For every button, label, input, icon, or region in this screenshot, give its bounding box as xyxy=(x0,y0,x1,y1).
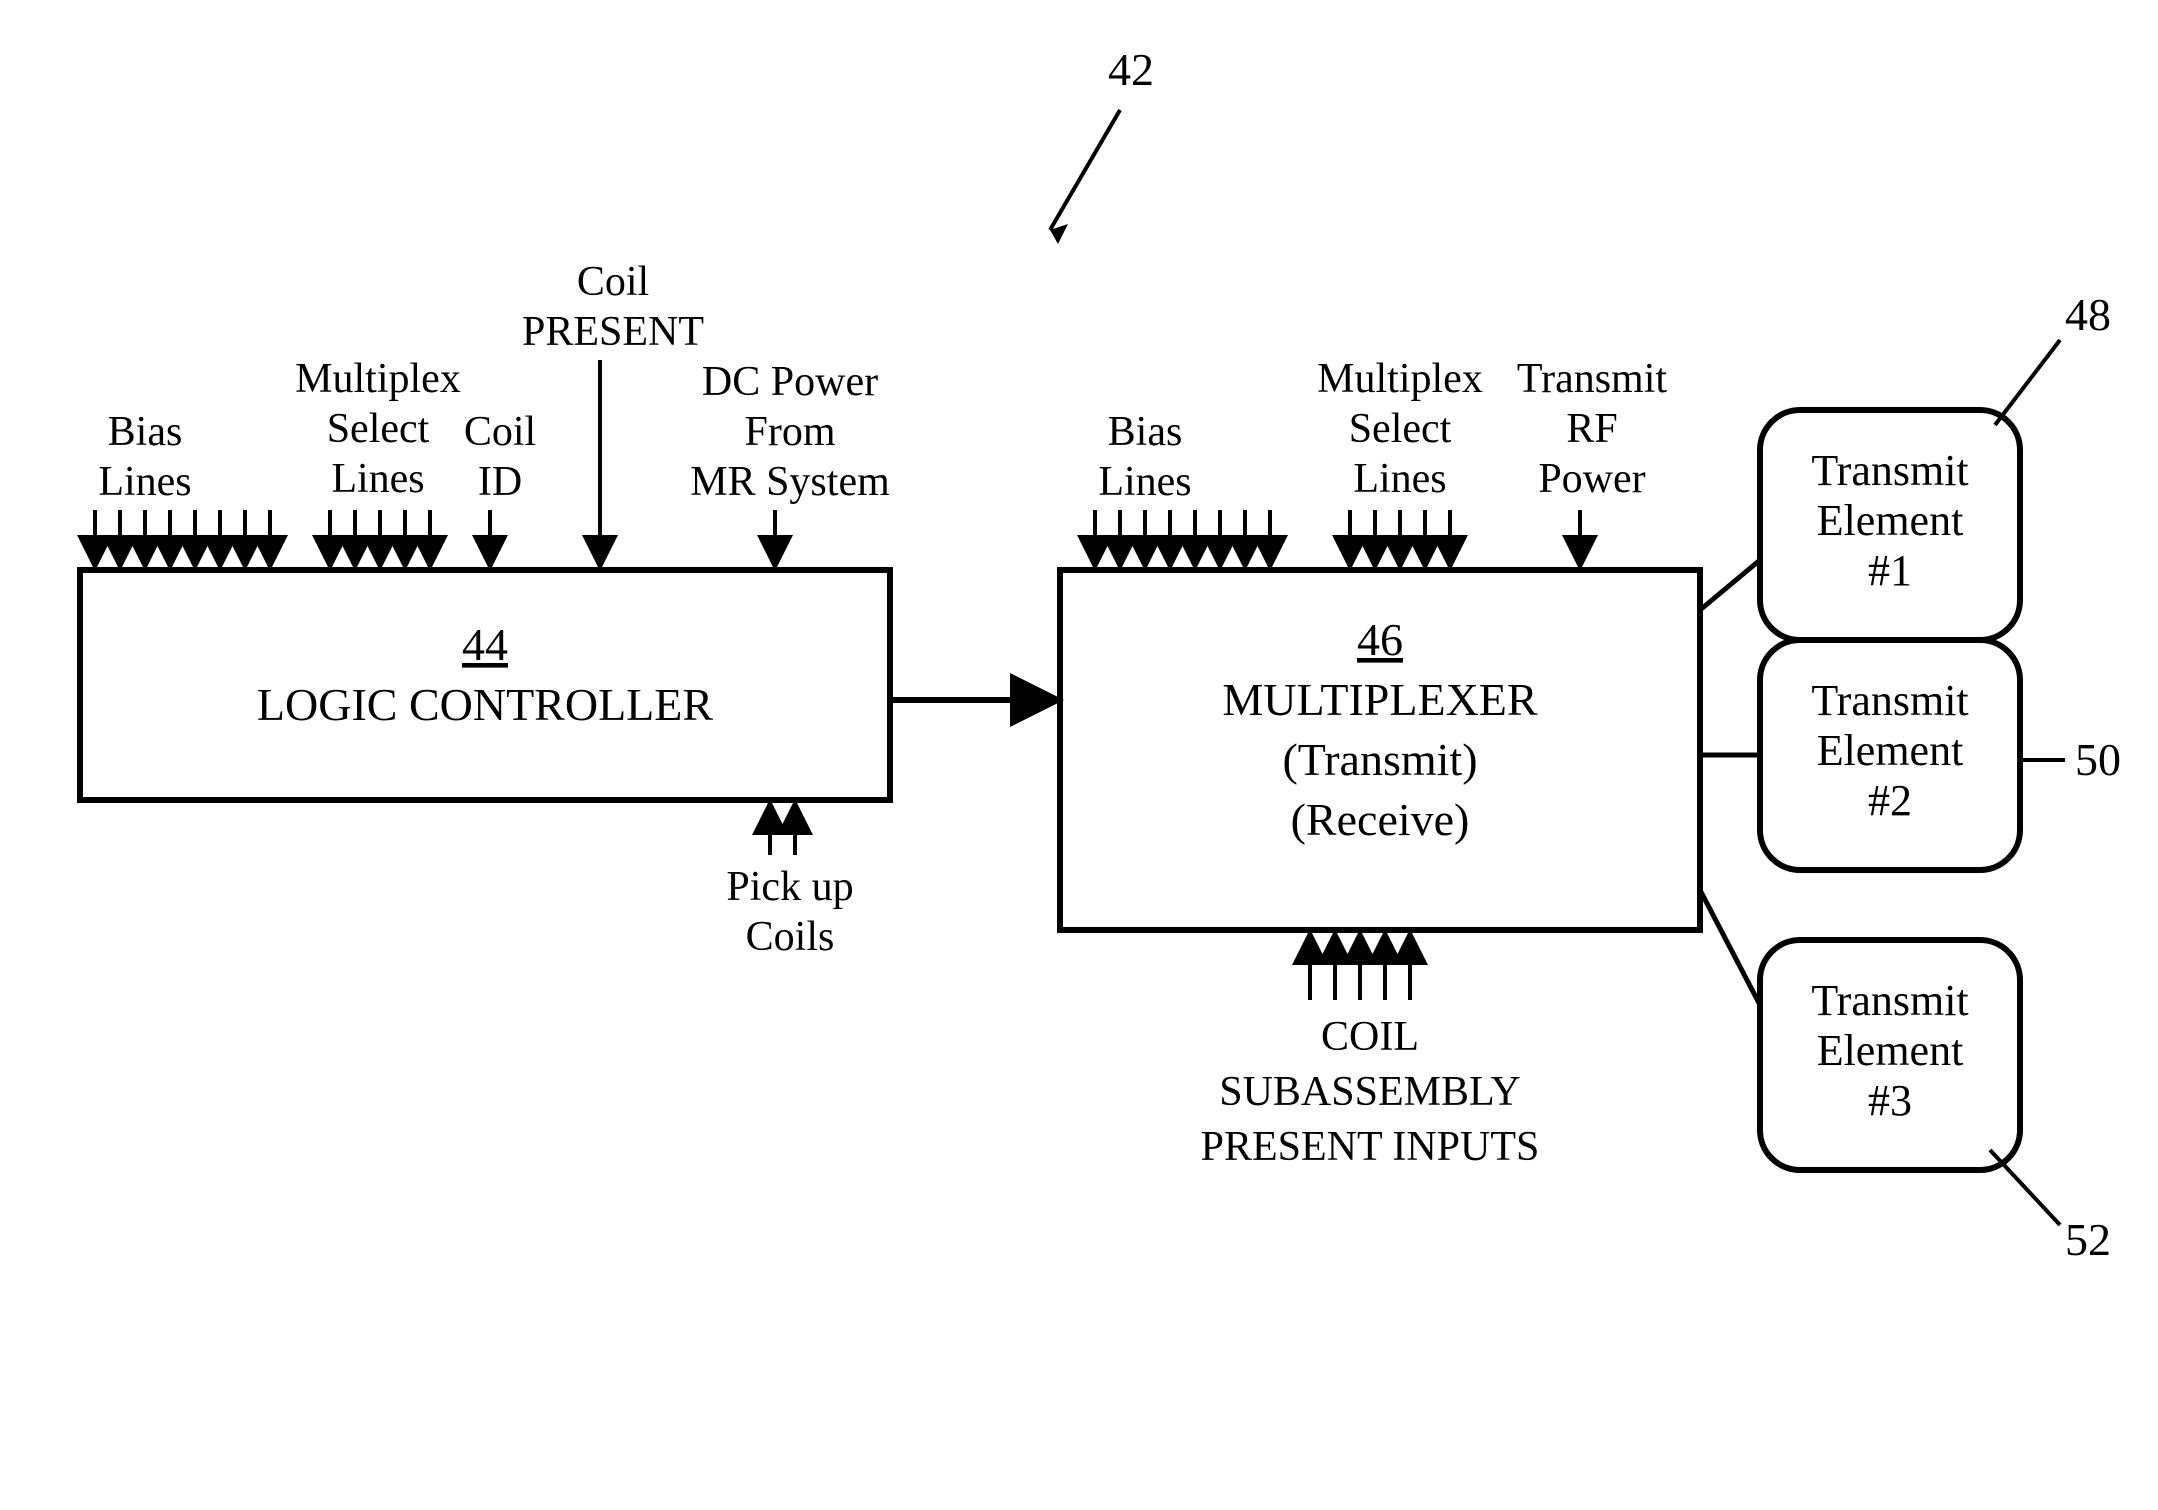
transmit-element-2: Transmit Element #2 xyxy=(1760,640,2020,870)
lbl-coilsub-1: COIL xyxy=(1321,1014,1419,1060)
lbl-bias-lines-mux-2: Lines xyxy=(1098,459,1191,505)
lbl-muxsel-mux-3: Lines xyxy=(1353,456,1446,502)
lbl-coil-present-2: PRESENT xyxy=(522,309,704,355)
ref-50: 50 xyxy=(2075,734,2121,785)
logic-controller-title: LOGIC CONTROLLER xyxy=(257,679,713,730)
lbl-txrf-3: Power xyxy=(1538,456,1645,502)
lbl-muxsel-lines-1: Multiplex xyxy=(295,356,461,402)
tx3-l2: Element xyxy=(1817,1026,1964,1075)
lbl-bias-lines-mux-1: Bias xyxy=(1108,409,1183,455)
lbl-txrf-1: Transmit xyxy=(1517,356,1667,402)
lbl-muxsel-mux-1: Multiplex xyxy=(1317,356,1483,402)
multiplexer-line3: (Receive) xyxy=(1291,794,1470,845)
line-mux-to-tx1 xyxy=(1700,560,1760,610)
lbl-dc-power-1: DC Power xyxy=(702,359,878,405)
tx1-l1: Transmit xyxy=(1811,446,1968,495)
ref-42-lead xyxy=(1050,110,1120,230)
lbl-dc-power-3: MR System xyxy=(690,459,890,505)
logic-controller-refnum: 44 xyxy=(462,619,508,670)
block-diagram: 44 LOGIC CONTROLLER 46 MULTIPLEXER (Tran… xyxy=(0,0,2158,1510)
lbl-bias-lines-2: Lines xyxy=(98,459,191,505)
tx2-l1: Transmit xyxy=(1811,676,1968,725)
transmit-element-3: Transmit Element #3 xyxy=(1760,940,2020,1170)
lbl-coil-id-1: Coil xyxy=(464,409,536,455)
ref-52-lead xyxy=(1990,1150,2060,1225)
lbl-muxsel-lines-2: Select xyxy=(327,406,430,452)
lbl-bias-lines-1: Bias xyxy=(108,409,183,455)
tx3-l1: Transmit xyxy=(1811,976,1968,1025)
tx3-l3: #3 xyxy=(1868,1076,1912,1125)
lbl-dc-power-2: From xyxy=(744,409,835,455)
lbl-muxsel-mux-2: Select xyxy=(1349,406,1452,452)
lbl-coil-id-2: ID xyxy=(478,459,522,505)
multiplexer-refnum: 46 xyxy=(1357,614,1403,665)
ref-42: 42 xyxy=(1108,44,1154,95)
lbl-coil-present-1: Coil xyxy=(577,259,649,305)
lbl-pickup-2: Coils xyxy=(746,914,835,960)
lbl-muxsel-lines-3: Lines xyxy=(331,456,424,502)
tx2-l2: Element xyxy=(1817,726,1964,775)
lbl-pickup-1: Pick up xyxy=(726,864,853,910)
top-arrows-mux xyxy=(1095,510,1580,565)
tx2-l3: #2 xyxy=(1868,776,1912,825)
multiplexer-line2: (Transmit) xyxy=(1282,734,1477,785)
bottom-arrows-mux xyxy=(1310,935,1410,1000)
transmit-element-1: Transmit Element #1 xyxy=(1760,410,2020,640)
lbl-coilsub-2: SUBASSEMBLY xyxy=(1219,1069,1521,1115)
line-mux-to-tx3 xyxy=(1700,890,1760,1005)
tx1-l2: Element xyxy=(1817,496,1964,545)
tx1-l3: #1 xyxy=(1868,546,1912,595)
lbl-coilsub-3: PRESENT INPUTS xyxy=(1201,1124,1540,1170)
ref-48: 48 xyxy=(2065,289,2111,340)
ref-48-lead xyxy=(1995,340,2060,425)
lbl-txrf-2: RF xyxy=(1566,406,1617,452)
multiplexer-title: MULTIPLEXER xyxy=(1222,674,1538,725)
bottom-arrows-logic xyxy=(770,805,795,855)
ref-52: 52 xyxy=(2065,1214,2111,1265)
